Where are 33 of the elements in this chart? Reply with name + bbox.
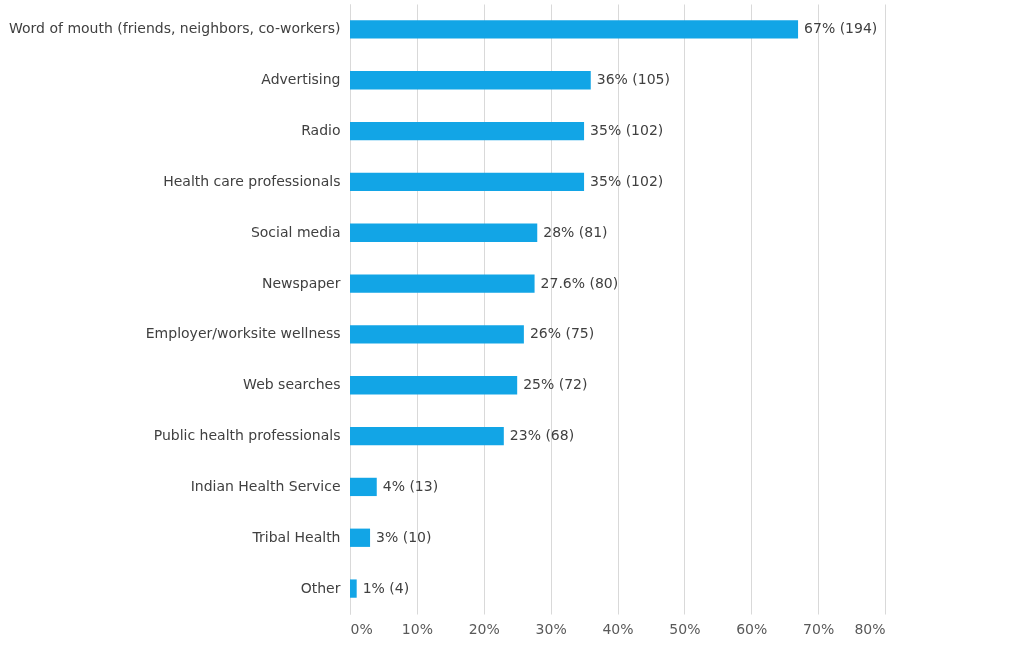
y-tick-label: Tribal Health	[251, 528, 341, 545]
y-tick-label: Advertising	[261, 71, 341, 88]
y-tick-label: Public health professionals	[153, 427, 341, 444]
x-tick-label: 10%	[401, 620, 433, 637]
data-label: 4% (13)	[382, 477, 439, 494]
x-tick-label: 40%	[602, 620, 634, 637]
x-tick-label: 0%	[350, 620, 373, 637]
data-label: 67% (194)	[804, 20, 878, 37]
data-label: 3% (10)	[376, 528, 432, 545]
x-tick-label: 60%	[736, 620, 768, 637]
x-tick-label: 30%	[535, 620, 567, 637]
y-tick-label: Newspaper	[261, 274, 341, 291]
y-tick-label: Other	[300, 579, 341, 596]
y-tick-label: Health care professionals	[163, 172, 341, 189]
y-tick-label: Web searches	[243, 376, 341, 393]
y-tick-label: Employer/worksite wellness	[145, 325, 341, 342]
data-label: 23% (68)	[509, 427, 575, 444]
data-label: 28% (81)	[543, 223, 608, 240]
x-tick-label: 70%	[803, 620, 835, 637]
x-tick-label: 20%	[468, 620, 500, 637]
x-tick-label: 80%	[854, 620, 886, 637]
x-tick-label: 50%	[669, 620, 701, 637]
y-tick-label: Word of mouth (friends, neighbors, co-workers)	[9, 20, 341, 37]
y-tick-label: Radio	[301, 122, 341, 139]
y-tick-label: Indian Health Service	[190, 477, 341, 494]
data-label: 26% (75)	[529, 325, 595, 342]
data-label: 1% (4)	[362, 579, 410, 596]
data-label: 27.6% (80)	[540, 274, 619, 291]
data-label: 35% (102)	[590, 172, 664, 189]
data-label: 25% (72)	[523, 376, 588, 393]
y-tick-label: Social media	[250, 223, 341, 240]
data-label: 35% (102)	[590, 122, 664, 139]
data-label: 36% (105)	[596, 71, 670, 88]
